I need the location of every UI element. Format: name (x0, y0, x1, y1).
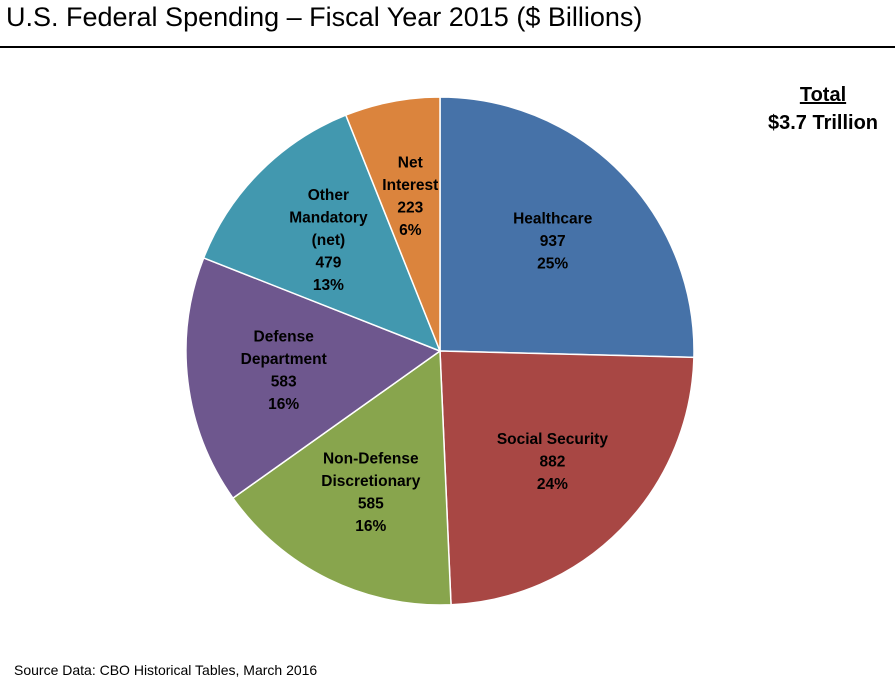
slice-name: Non-Defense (323, 451, 419, 468)
total-label: Total (799, 84, 847, 106)
slice-label-non-defense-discretionary: Non-Defense Discretionary 585 16% (321, 451, 420, 536)
pie-slices (185, 96, 695, 606)
pie-slice-net-interest (345, 96, 441, 352)
slice-label-other-mandatory: Other Mandatory (net) 479 13% (289, 187, 368, 294)
pie-slice-healthcare (439, 96, 695, 359)
slice-name: Department (241, 351, 327, 368)
slice-value: 585 (358, 496, 384, 513)
slice-label-social-security: Social Security 882 24% (497, 431, 609, 493)
slice-name: Mandatory (289, 209, 368, 226)
slice-name: (net) (312, 232, 346, 249)
slice-label-healthcare: Healthcare 937 25% (513, 211, 593, 273)
slice-percent: 24% (537, 476, 568, 493)
total-value: $3.7 Trillion (767, 112, 879, 134)
source-note: Source Data: CBO Historical Tables, Marc… (14, 662, 318, 678)
slice-name: Other (308, 187, 349, 204)
chart-title: U.S. Federal Spending – Fiscal Year 2015… (6, 2, 643, 32)
slice-name: Interest (382, 177, 438, 194)
slice-value: 479 (315, 254, 341, 271)
slice-percent: 6% (399, 222, 422, 239)
slice-percent: 13% (313, 277, 344, 294)
slice-value: 583 (271, 373, 297, 390)
slice-name: Defense (254, 328, 315, 345)
slice-value: 882 (539, 453, 565, 470)
pie-slice-defense-department (185, 257, 441, 499)
slice-label-defense-department: Defense Department 583 16% (241, 328, 327, 413)
slice-name: Discretionary (321, 473, 420, 490)
pie-slice-other-mandatory (202, 114, 441, 352)
slice-name: Net (398, 155, 423, 172)
pie-labels: Healthcare 937 25% Social Security 882 24% Non… (241, 155, 609, 536)
total-callout: Total $3.7 Trillion (755, 81, 891, 137)
slice-name: Social Security (497, 431, 609, 448)
title-divider (0, 46, 895, 48)
slice-label-net-interest: Net Interest 223 6% (382, 155, 438, 240)
slice-percent: 16% (355, 518, 386, 535)
slice-name: Healthcare (513, 211, 593, 228)
pie-slice-social-security (439, 350, 695, 606)
pie-slice-non-defense-discretionary (232, 350, 452, 606)
slice-percent: 16% (268, 396, 299, 413)
slice-value: 937 (540, 233, 566, 250)
slice-percent: 25% (537, 256, 568, 273)
slice-value: 223 (397, 200, 423, 217)
